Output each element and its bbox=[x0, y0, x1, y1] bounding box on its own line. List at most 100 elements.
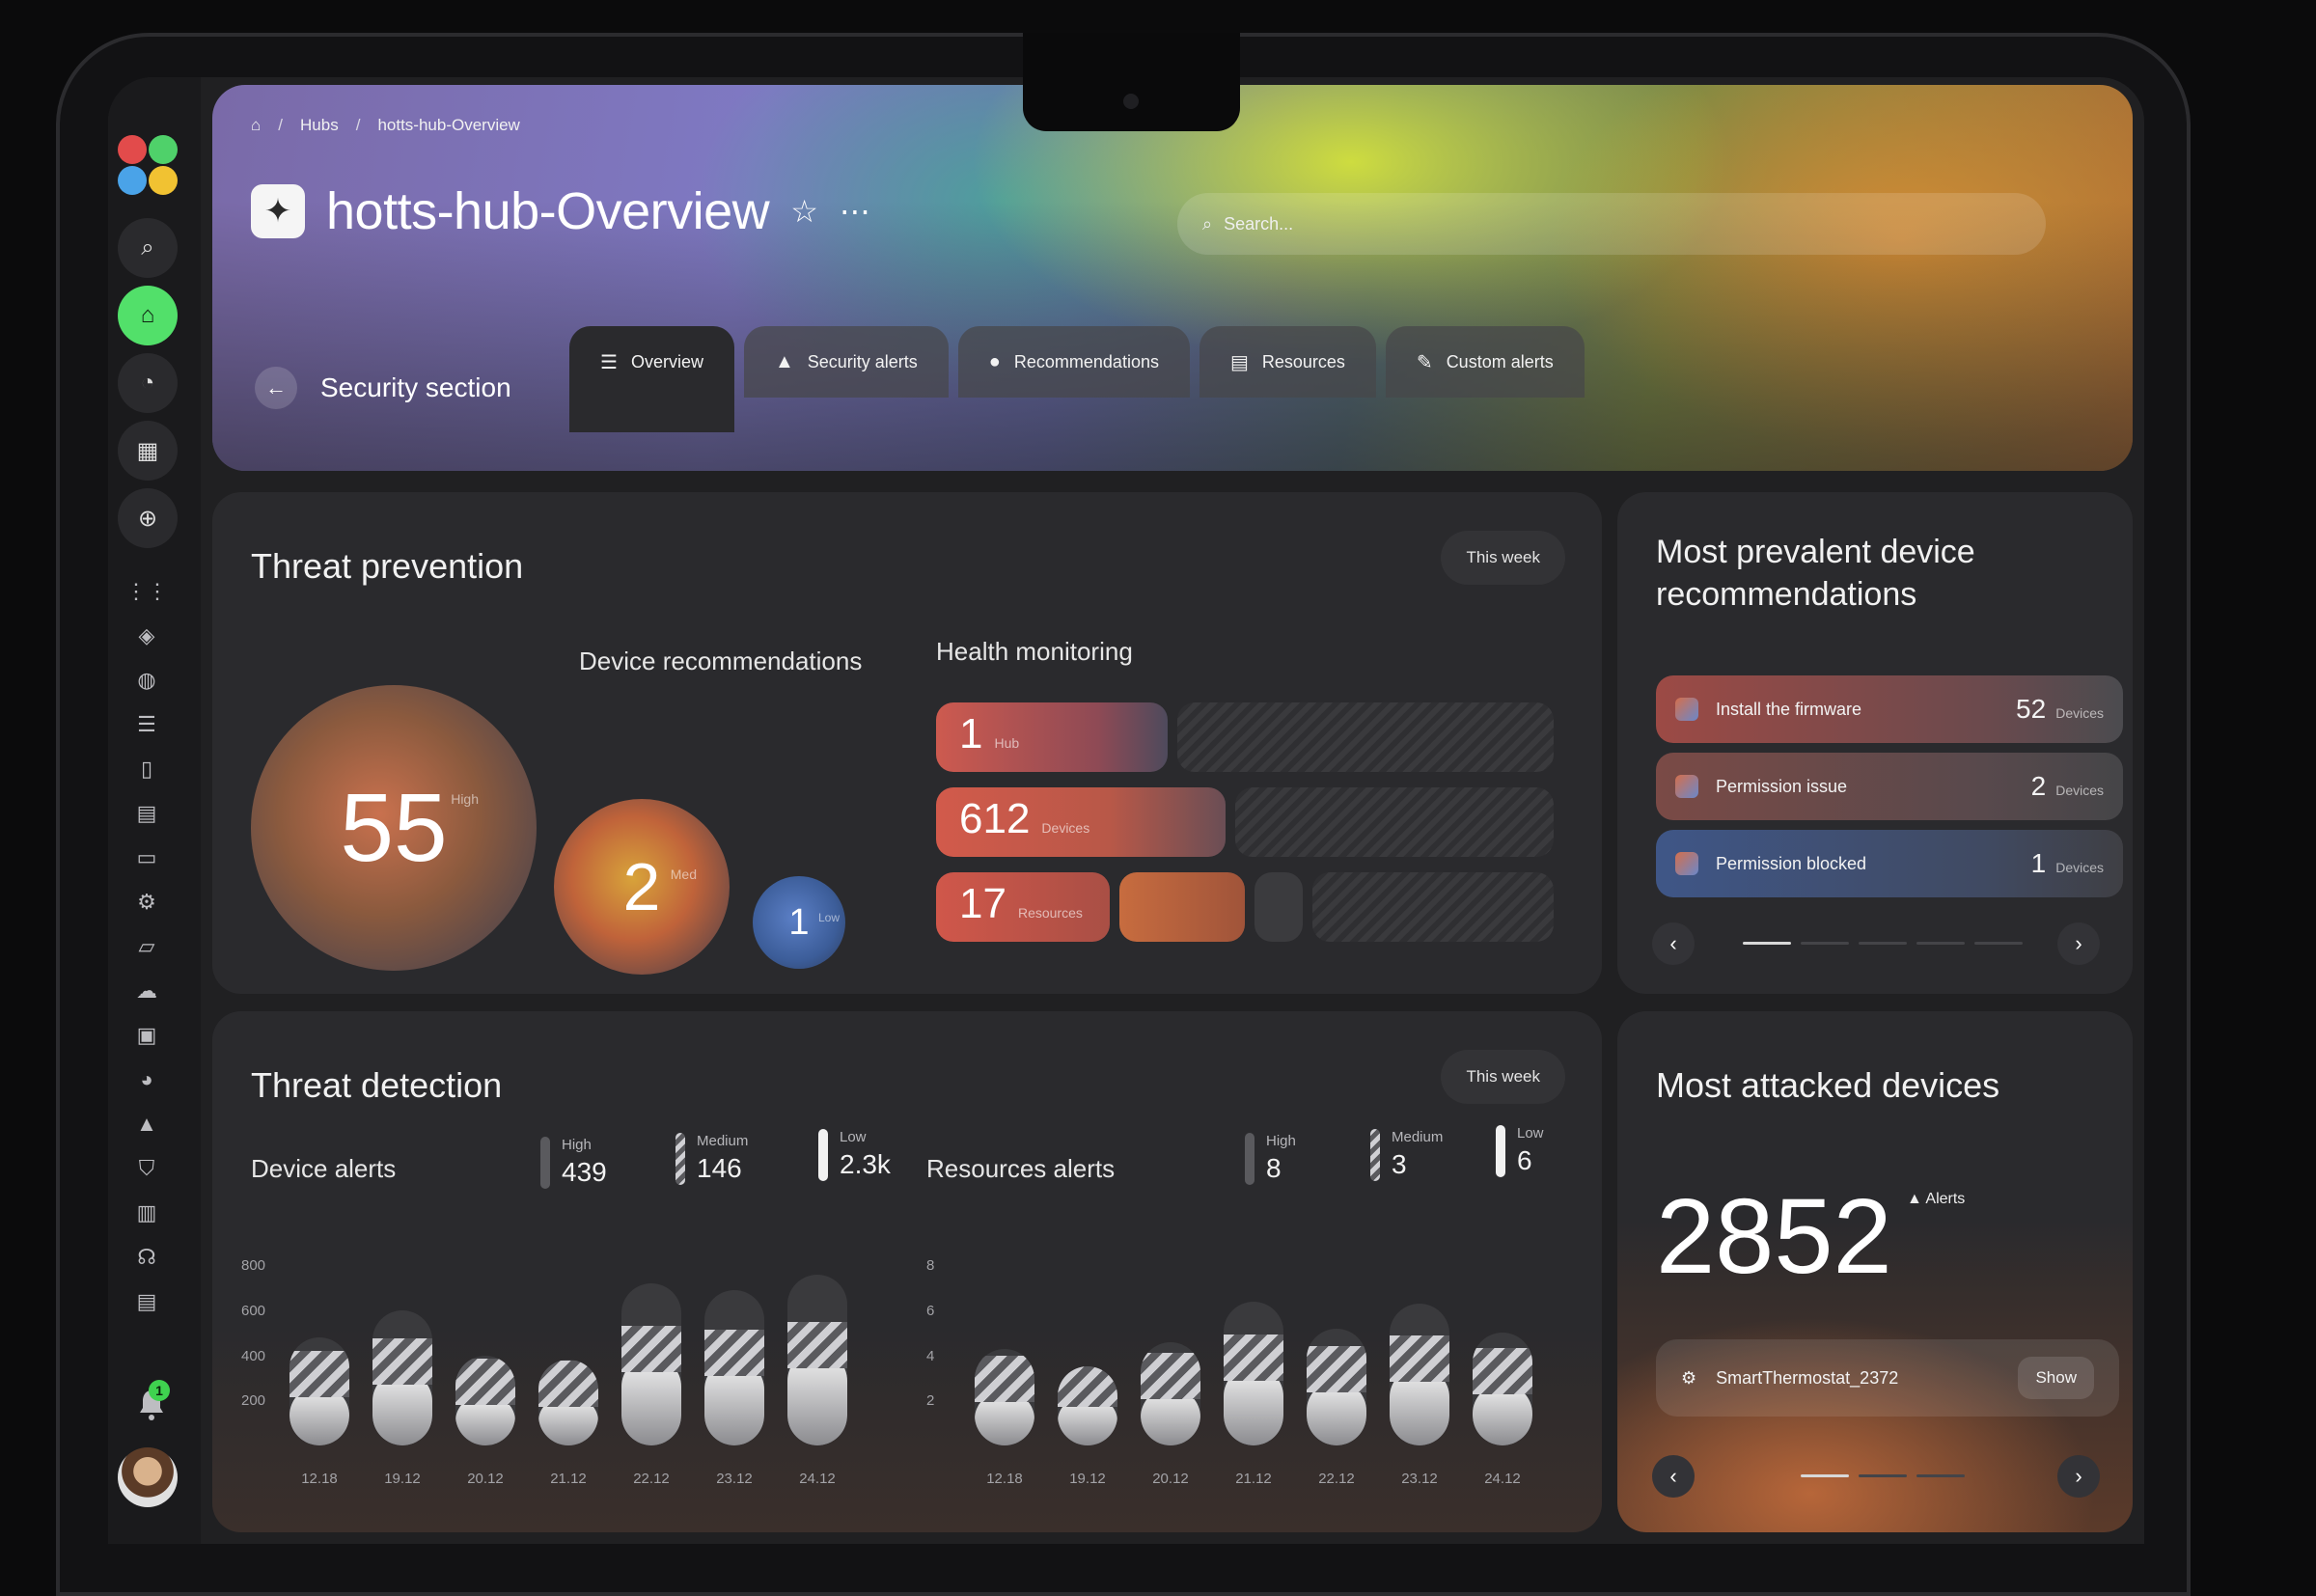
education-icon[interactable]: ▲ bbox=[136, 1112, 157, 1136]
apps-icon[interactable]: ⋮⋮ bbox=[125, 579, 168, 603]
chart-icon[interactable]: ◕ bbox=[140, 1067, 153, 1091]
health-monitoring-title: Health monitoring bbox=[936, 637, 1133, 666]
database-icon[interactable]: ☰ bbox=[137, 712, 156, 736]
bar[interactable] bbox=[290, 1337, 349, 1445]
globe-icon[interactable]: ◍ bbox=[137, 668, 156, 692]
stack-icon: ▤ bbox=[1229, 351, 1249, 373]
tab-security-alerts[interactable]: ▲ Security alerts bbox=[743, 326, 949, 398]
bar[interactable] bbox=[1141, 1341, 1200, 1445]
tab-resources[interactable]: ▤ Resources bbox=[1199, 326, 1376, 398]
home-icon[interactable]: ⌂ bbox=[118, 286, 178, 345]
document-icon[interactable]: ▥ bbox=[136, 1200, 157, 1225]
x-tick-label: 24.12 bbox=[1484, 1471, 1521, 1487]
bar[interactable] bbox=[538, 1360, 598, 1445]
health-row-devices[interactable]: 612 Devices bbox=[936, 787, 1554, 857]
section-label: Security section bbox=[320, 372, 511, 402]
pie-chart-icon[interactable]: ◔ bbox=[118, 353, 178, 413]
storage-icon[interactable]: ▣ bbox=[136, 1023, 157, 1047]
tab-overview[interactable]: ☰ Overview bbox=[569, 326, 734, 432]
home-icon[interactable]: ⌂ bbox=[251, 116, 262, 134]
low-bubble[interactable]: 1 Low bbox=[753, 876, 845, 969]
y-tick-label: 200 bbox=[241, 1392, 266, 1410]
cloud-icon[interactable]: ☁ bbox=[136, 978, 157, 1003]
health-row-hub[interactable]: 1 Hub bbox=[936, 702, 1554, 772]
bar[interactable] bbox=[704, 1290, 764, 1445]
legend-low: Low 2.3k bbox=[818, 1129, 891, 1181]
app-logo-icon[interactable] bbox=[116, 133, 179, 197]
recommendation-item[interactable]: Permission blocked 1 Devices bbox=[1656, 830, 2123, 897]
folder-icon[interactable]: ▱ bbox=[138, 934, 155, 958]
gear-icon[interactable]: ⚙ bbox=[137, 890, 156, 914]
threat-prevention-card: Threat prevention This week Device recom… bbox=[212, 492, 1602, 994]
y-tick-label: 4 bbox=[926, 1347, 935, 1364]
health-monitoring-list: 1 Hub 612 Devices bbox=[936, 702, 1554, 953]
bar-hatch bbox=[1141, 1352, 1200, 1399]
monitor-icon[interactable]: ▭ bbox=[136, 845, 157, 869]
card-title: Most attacked devices bbox=[1656, 1065, 2000, 1105]
server-icon[interactable]: ▤ bbox=[136, 801, 157, 825]
high-bubble[interactable]: 55 High bbox=[251, 685, 537, 971]
shield-icon[interactable]: ⛉ bbox=[138, 1156, 155, 1180]
device-alerts-title: Device alerts bbox=[251, 1154, 397, 1183]
med-bubble[interactable]: 2 Med bbox=[554, 799, 730, 975]
main-content: ⌂ / Hubs / hotts-hub-Overview ✦ hotts-hu… bbox=[212, 85, 2133, 1532]
legend-medium: Medium 3 bbox=[1370, 1129, 1443, 1181]
legend-high: High 8 bbox=[1245, 1133, 1296, 1185]
bar[interactable] bbox=[975, 1348, 1034, 1445]
grid-icon[interactable]: ▦ bbox=[118, 421, 178, 481]
star-icon[interactable]: ☆ bbox=[790, 194, 818, 229]
headset-icon[interactable]: ☊ bbox=[137, 1245, 156, 1269]
y-tick-label: 2 bbox=[926, 1392, 935, 1410]
bar[interactable] bbox=[1390, 1304, 1449, 1445]
bar[interactable] bbox=[1224, 1301, 1283, 1445]
x-tick-label: 20.12 bbox=[467, 1471, 504, 1487]
bar[interactable] bbox=[621, 1283, 681, 1445]
carousel-dots bbox=[1801, 1474, 1965, 1477]
bar[interactable] bbox=[455, 1355, 515, 1445]
chevron-right-icon[interactable]: › bbox=[2057, 1455, 2100, 1498]
chevron-left-icon[interactable]: ‹ bbox=[1652, 1455, 1695, 1498]
y-tick-label: 6 bbox=[926, 1303, 935, 1319]
carousel-dots bbox=[1743, 942, 2023, 945]
y-tick-label: 800 bbox=[241, 1257, 266, 1275]
bar[interactable] bbox=[1307, 1328, 1366, 1445]
x-tick-label: 24.12 bbox=[799, 1471, 836, 1487]
period-select[interactable]: This week bbox=[1441, 531, 1565, 585]
bar[interactable] bbox=[1473, 1333, 1532, 1445]
attacked-device-row[interactable]: ⚙ SmartThermostat_2372 Show bbox=[1656, 1339, 2119, 1417]
bar[interactable] bbox=[1058, 1366, 1117, 1445]
recommendation-item[interactable]: Install the firmware 52 Devices bbox=[1656, 675, 2123, 743]
bar[interactable] bbox=[787, 1274, 847, 1445]
x-tick-label: 12.18 bbox=[986, 1471, 1023, 1487]
add-icon[interactable]: ⊕ bbox=[118, 488, 178, 548]
chevron-right-icon[interactable]: › bbox=[2057, 922, 2100, 965]
clipboard-icon[interactable]: ▤ bbox=[136, 1289, 157, 1313]
back-arrow-icon[interactable]: ← bbox=[255, 367, 297, 409]
device-alert-icon bbox=[1675, 775, 1698, 798]
warning-icon: ▲ bbox=[774, 350, 794, 372]
card-title: Threat prevention bbox=[251, 546, 524, 586]
health-row-resources[interactable]: 17 Resources bbox=[936, 872, 1554, 942]
thermostat-icon: ⚙ bbox=[1681, 1367, 1697, 1388]
device-icon[interactable]: ▯ bbox=[140, 757, 153, 781]
legend-low: Low 6 bbox=[1496, 1125, 1544, 1177]
tab-recommendations[interactable]: ● Recommendations bbox=[957, 326, 1190, 398]
x-tick-label: 21.12 bbox=[550, 1471, 587, 1487]
more-icon[interactable]: ⋯ bbox=[839, 194, 870, 229]
list-icon: ☰ bbox=[600, 351, 618, 373]
search-icon[interactable]: ⌕ bbox=[118, 218, 178, 278]
resources-alerts-chart: 8 6 4 2 12.18 19.12 20.12 21.12 22.12 23.12 24.12 bbox=[926, 1233, 1563, 1503]
breadcrumb-hubs[interactable]: Hubs bbox=[300, 116, 339, 134]
period-select[interactable]: This week bbox=[1441, 1050, 1565, 1104]
show-button[interactable]: Show bbox=[2018, 1357, 2094, 1399]
avatar[interactable] bbox=[118, 1447, 178, 1507]
tab-custom-alerts[interactable]: ✎ Custom alerts bbox=[1385, 326, 1585, 398]
camera-icon bbox=[1123, 94, 1139, 109]
search-input[interactable]: ⌕ Search... bbox=[1177, 193, 2046, 255]
x-tick-label: 12.18 bbox=[301, 1471, 338, 1487]
recommendation-item[interactable]: Permission issue 2 Devices bbox=[1656, 753, 2123, 820]
bar[interactable] bbox=[372, 1310, 432, 1445]
layers-icon[interactable]: ◈ bbox=[138, 623, 155, 647]
chevron-left-icon[interactable]: ‹ bbox=[1652, 922, 1695, 965]
bar-hatch bbox=[787, 1322, 847, 1369]
